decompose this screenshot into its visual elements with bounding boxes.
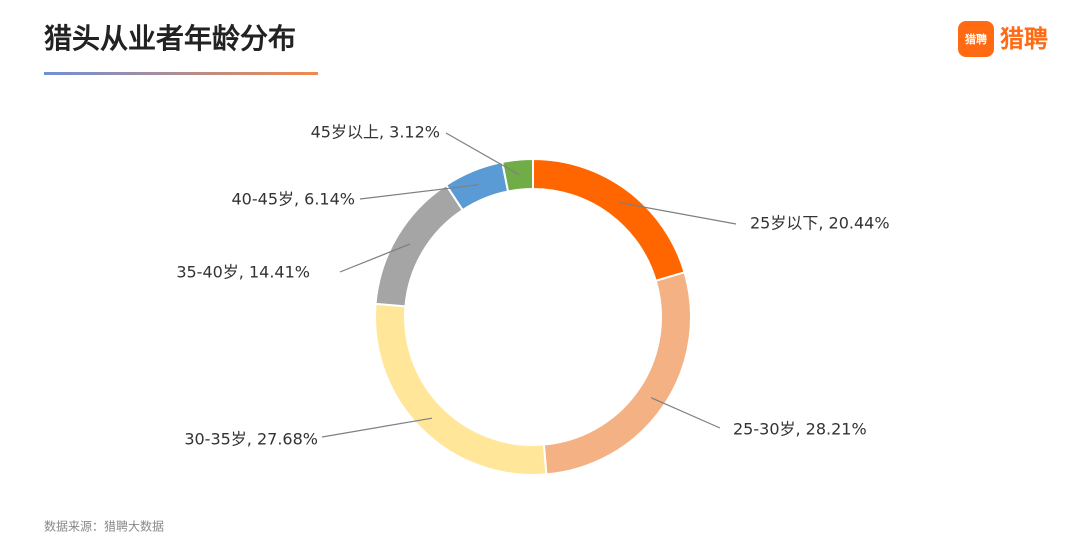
data-label: 30-35岁, 27.68% [184, 430, 318, 449]
plot-area: 25岁以下, 20.44% 25-30岁, 28.21% 30-35岁, 27.68… [176, 123, 890, 476]
leader-line [618, 201, 737, 225]
source-note: 数据来源：猎聘大数据 [44, 519, 164, 534]
leader-line [359, 184, 479, 200]
logo-name: 猎聘 [1000, 25, 1048, 53]
leader-line [339, 243, 411, 273]
data-label: 45岁以上, 3.12% [311, 123, 440, 142]
leader-line [321, 417, 433, 438]
leader-line [650, 397, 721, 429]
data-label: 35-40岁, 14.41% [176, 263, 310, 282]
chart-title: 猎头从业者年龄分布 [44, 22, 296, 55]
data-label: 25岁以下, 20.44% [750, 214, 890, 233]
logo-icon [958, 21, 994, 57]
data-label: 40-45岁, 6.14% [232, 190, 356, 209]
leader-line [445, 132, 520, 176]
donut-segment [501, 157, 534, 193]
logo-icon-text: 猎聘 [965, 32, 987, 46]
title-underline [44, 72, 318, 75]
data-label: 25-30岁, 28.21% [733, 420, 867, 439]
